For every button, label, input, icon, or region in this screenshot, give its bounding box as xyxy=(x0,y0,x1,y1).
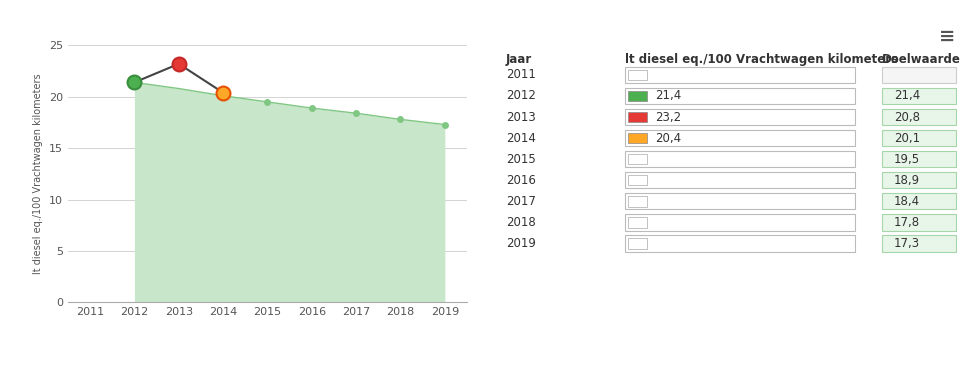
Text: 21,4: 21,4 xyxy=(892,90,919,102)
FancyBboxPatch shape xyxy=(625,130,854,146)
FancyBboxPatch shape xyxy=(882,88,954,104)
Text: 20,1: 20,1 xyxy=(892,132,919,145)
FancyBboxPatch shape xyxy=(625,172,854,188)
Text: 2014: 2014 xyxy=(506,132,535,145)
FancyBboxPatch shape xyxy=(628,217,646,228)
FancyBboxPatch shape xyxy=(625,109,854,125)
FancyBboxPatch shape xyxy=(882,235,954,252)
FancyBboxPatch shape xyxy=(628,70,646,80)
FancyBboxPatch shape xyxy=(625,88,854,104)
Text: 19,5: 19,5 xyxy=(892,153,919,166)
FancyBboxPatch shape xyxy=(628,154,646,164)
Text: 17,8: 17,8 xyxy=(892,216,919,229)
Y-axis label: lt diesel eq./100 Vrachtwagen kilometers: lt diesel eq./100 Vrachtwagen kilometers xyxy=(33,74,44,274)
Text: 2017: 2017 xyxy=(506,195,535,208)
Text: 18,4: 18,4 xyxy=(892,195,919,208)
FancyBboxPatch shape xyxy=(628,133,646,143)
FancyBboxPatch shape xyxy=(882,151,954,167)
Legend: goed, voldoende, richting voldoende, niet voldoende, doelvlak, MVO-balans: goed, voldoende, richting voldoende, nie… xyxy=(53,376,599,378)
FancyBboxPatch shape xyxy=(625,214,854,231)
FancyBboxPatch shape xyxy=(882,172,954,188)
FancyBboxPatch shape xyxy=(628,239,646,249)
Text: 2018: 2018 xyxy=(506,216,535,229)
Text: 17,3: 17,3 xyxy=(892,237,919,250)
Text: 2011: 2011 xyxy=(506,68,535,81)
FancyBboxPatch shape xyxy=(628,196,646,206)
Text: 20,4: 20,4 xyxy=(654,132,680,145)
Text: lt diesel eq./100 Vrachtwagen kilometers: lt diesel eq./100 Vrachtwagen kilometers xyxy=(625,53,897,66)
FancyBboxPatch shape xyxy=(628,112,646,122)
FancyBboxPatch shape xyxy=(882,67,954,83)
Text: 2015: 2015 xyxy=(506,153,535,166)
FancyBboxPatch shape xyxy=(882,214,954,231)
FancyBboxPatch shape xyxy=(882,109,954,125)
Text: 2012: 2012 xyxy=(506,90,535,102)
Text: 23,2: 23,2 xyxy=(654,111,680,124)
FancyBboxPatch shape xyxy=(625,151,854,167)
Text: 18,9: 18,9 xyxy=(892,174,919,187)
Text: 2013: 2013 xyxy=(506,111,535,124)
Text: 21,4: 21,4 xyxy=(654,90,680,102)
Text: ≡: ≡ xyxy=(938,26,954,45)
FancyBboxPatch shape xyxy=(628,175,646,186)
FancyBboxPatch shape xyxy=(628,91,646,101)
FancyBboxPatch shape xyxy=(625,235,854,252)
FancyBboxPatch shape xyxy=(625,67,854,83)
Text: 2019: 2019 xyxy=(506,237,535,250)
FancyBboxPatch shape xyxy=(882,193,954,209)
Text: Jaar: Jaar xyxy=(506,53,532,66)
Text: 2016: 2016 xyxy=(506,174,535,187)
Text: 20,8: 20,8 xyxy=(892,111,919,124)
FancyBboxPatch shape xyxy=(882,130,954,146)
Text: Doelwaarde: Doelwaarde xyxy=(882,53,960,66)
FancyBboxPatch shape xyxy=(625,193,854,209)
